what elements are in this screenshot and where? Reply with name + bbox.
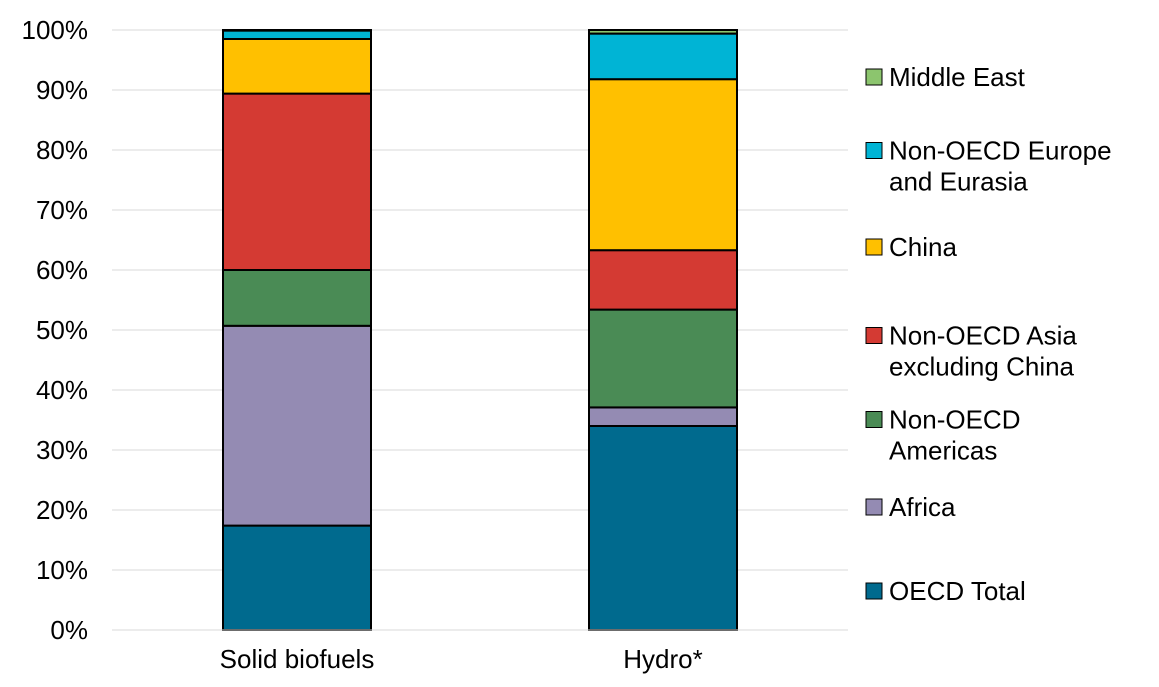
legend-swatch xyxy=(865,142,883,159)
y-tick-label: 40% xyxy=(36,375,88,405)
legend: Middle East Non-OECD Europe and Eurasia Chi… xyxy=(865,62,1112,606)
y-tick-label: 60% xyxy=(36,255,88,285)
bar-segment xyxy=(588,425,738,631)
bar-stack xyxy=(222,29,372,631)
bar-segment xyxy=(588,32,738,81)
y-tick-label: 70% xyxy=(36,195,88,225)
y-tick-label: 80% xyxy=(36,135,88,165)
y-tick-label: 100% xyxy=(22,15,89,45)
legend-label: Middle East xyxy=(889,62,1026,92)
x-axis-ticks: Solid biofuels Hydro* xyxy=(220,644,703,674)
legend-entry: Non-OECD Asia excluding China xyxy=(865,321,1077,382)
bar-segment xyxy=(588,308,738,409)
legend-swatch xyxy=(865,238,883,256)
x-tick-label: Solid biofuels xyxy=(220,644,375,674)
y-tick-label: 0% xyxy=(50,615,88,645)
y-tick-label: 50% xyxy=(36,315,88,345)
bar-segment xyxy=(588,29,738,35)
legend-label: China xyxy=(889,232,957,262)
y-tick-label: 90% xyxy=(36,75,88,105)
bar-segment xyxy=(588,249,738,311)
legend-swatch xyxy=(865,327,883,344)
y-axis-ticks: 0% 10% 20% 30% 40% 50% 60% 70% 80% 90% 100% xyxy=(22,15,89,645)
bar-segment xyxy=(222,269,372,327)
bar-segment xyxy=(222,524,372,631)
bar-segment xyxy=(222,324,372,527)
y-tick-label: 20% xyxy=(36,495,88,525)
bar-segment xyxy=(222,29,372,40)
legend-swatch xyxy=(865,68,883,86)
bar-stack xyxy=(588,29,738,631)
legend-entry: Africa xyxy=(865,492,956,522)
legend-label: OECD Total xyxy=(889,576,1026,606)
legend-entry: Non-OECD Europe and Eurasia xyxy=(865,136,1112,197)
y-tick-label: 30% xyxy=(36,435,88,465)
legend-label: Non-OECD Americas xyxy=(889,405,1020,466)
legend-swatch xyxy=(865,498,883,516)
bar-segment xyxy=(222,38,372,95)
bar-segment xyxy=(222,29,372,32)
bar-segment xyxy=(588,78,738,252)
bar-segment xyxy=(588,406,738,427)
bars xyxy=(222,29,738,631)
legend-label: Non-OECD Asia excluding China xyxy=(889,321,1077,382)
legend-swatch xyxy=(865,411,883,428)
legend-label: Non-OECD Europe and Eurasia xyxy=(889,136,1112,197)
x-tick-label: Hydro* xyxy=(623,644,702,674)
legend-label: Africa xyxy=(889,492,956,522)
legend-entry: OECD Total xyxy=(865,576,1026,606)
legend-entry: China xyxy=(865,232,957,262)
y-tick-label: 10% xyxy=(36,555,88,585)
bar-segment xyxy=(222,92,372,271)
legend-swatch xyxy=(865,582,883,600)
legend-entry: Non-OECD Americas xyxy=(865,405,1020,466)
legend-entry: Middle East xyxy=(865,62,1026,92)
